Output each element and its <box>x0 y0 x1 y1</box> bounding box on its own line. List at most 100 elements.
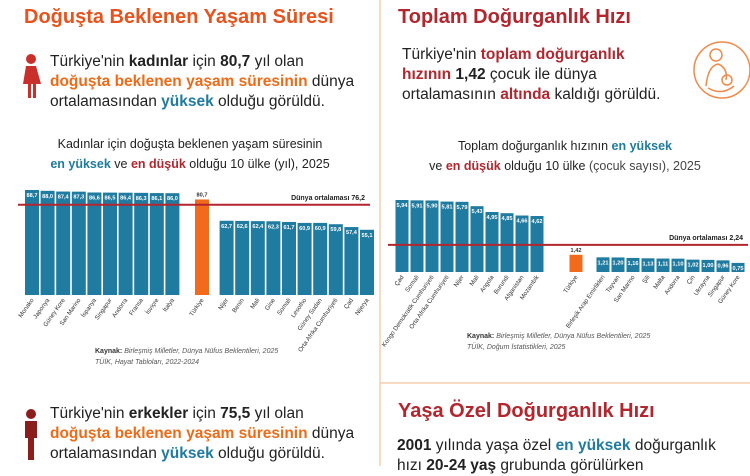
page: 88,7 Monako 88,0 Japonya 87,4 Güney Kore 87,3 S… <box>17 0 750 474</box>
text-segment: Toplam doğurganlık hızının <box>457 139 612 153</box>
source: Kaynak: Birleşmiş Milletler, Dünya Nüfus… <box>95 346 278 368</box>
text-line: Türkiye'nin erkekler için 75,5 yıl olan <box>50 404 354 424</box>
text-segment: erkekler <box>128 405 189 422</box>
bar <box>149 193 164 295</box>
source: Kaynak: Birleşmiş Milletler, Dünya Nüfus… <box>467 331 650 353</box>
bar <box>344 227 359 295</box>
category-label: Mali <box>468 274 480 287</box>
text-segment: (çocuk sayısı), 2025 <box>588 159 701 173</box>
bar <box>716 260 730 272</box>
text-segment: ortalamasının <box>402 86 501 103</box>
value-label: 62,7 <box>221 224 232 230</box>
bar <box>360 229 374 295</box>
category-label: Şili <box>641 274 651 285</box>
bar <box>235 220 250 295</box>
bar <box>641 258 655 272</box>
value-label: 4,66 <box>517 219 528 225</box>
source-text: Birleşmiş Milletler, Dünya Nüfus Beklent… <box>124 348 279 355</box>
text-segment: Türkiye'nin <box>50 405 129 422</box>
bar <box>40 190 55 295</box>
source-line: TÜİK, Doğum İstatistikleri, 2025 <box>467 342 650 353</box>
text-segment: doğuşta beklenen yaşam süresinin <box>50 425 308 442</box>
text-segment: olduğu görüldü. <box>213 445 325 462</box>
source-label: Kaynak: <box>95 348 123 355</box>
value-label: 62,3 <box>268 224 279 230</box>
text-segment: dünya <box>307 425 355 442</box>
text-segment: en yüksek <box>50 157 111 171</box>
bar <box>656 258 670 272</box>
woman-icon <box>23 54 41 98</box>
bar <box>470 206 484 272</box>
value-label: 5,43 <box>472 209 483 215</box>
value-label: 1,21 <box>598 260 609 266</box>
text-segment: 80,7 <box>220 53 251 70</box>
category-label: Nijer <box>453 274 466 288</box>
text-line: ortalamasından yüksek olduğu görüldü. <box>50 92 354 112</box>
text-segment: hızının <box>402 66 452 83</box>
paragraph: Türkiye'nin toplam doğurganlık hızının 1,… <box>402 45 660 105</box>
bar <box>250 221 265 295</box>
value-label: 1,02 <box>688 263 699 269</box>
bar <box>297 222 312 295</box>
value-label: 1,13 <box>643 261 654 267</box>
man-icon <box>25 409 37 460</box>
text-line: doğuşta beklenen yaşam süresinin dünya <box>50 72 354 92</box>
text-segment: toplam doğurganlık <box>480 46 625 63</box>
text-segment: doğuşta beklenen yaşam süresinin <box>50 73 308 90</box>
bar <box>671 258 685 272</box>
value-label: 5,79 <box>457 205 468 211</box>
bar <box>596 257 610 272</box>
value-label: 60,9 <box>315 226 326 232</box>
value-label: 87,3 <box>73 195 84 201</box>
value-label: 86,1 <box>151 196 162 202</box>
value-label: 86,6 <box>89 195 100 201</box>
bar <box>686 259 700 272</box>
section-title: Yaşa Özel Doğurganlık Hızı <box>398 400 655 422</box>
text-segment: en düşük <box>130 157 186 171</box>
text-segment: kaldığı görüldü. <box>550 86 661 103</box>
text-line: ortalamasının altında kaldığı görüldü. <box>402 85 660 105</box>
text-segment: doğurganlık <box>630 437 716 454</box>
value-label: 88,0 <box>42 194 53 200</box>
bar <box>440 201 454 272</box>
value-label: 86,0 <box>167 196 178 202</box>
value-label: 87,4 <box>58 195 70 201</box>
value-label: 0,96 <box>718 263 729 269</box>
text-segment: Kadınlar için doğuşta beklenen yaşam sür… <box>57 137 323 151</box>
category-label: Çad <box>343 297 356 311</box>
value-label: 5,94 <box>397 203 409 209</box>
text-line: hızının 1,42 çocuk ile dünya <box>402 65 660 85</box>
bar <box>282 221 296 295</box>
text-line: ve en düşük olduğu 10 ülke (çocuk sayısı… <box>395 156 735 176</box>
text-line: Kadınlar için doğuşta beklenen yaşam sür… <box>20 134 360 154</box>
category-label: Gine <box>264 297 278 312</box>
bar <box>87 192 102 295</box>
text-segment: en yüksek <box>611 139 673 153</box>
value-label: 4,85 <box>502 216 513 222</box>
text-segment: için <box>188 53 221 70</box>
reference-label: Dünya ortalaması 2,24 <box>669 235 743 242</box>
bar <box>328 224 343 295</box>
value-label: 1,16 <box>628 261 639 267</box>
value-label: 61,7 <box>284 225 295 231</box>
category-label: Andorra <box>111 297 130 320</box>
category-label: Andorra <box>663 274 682 297</box>
text-segment: kadınlar <box>128 53 189 70</box>
value-label: 1,00 <box>703 263 714 269</box>
category-label: Türkiye <box>562 274 580 295</box>
bar <box>425 200 439 272</box>
bar <box>626 257 640 272</box>
text-line: ortalamasından yüksek olduğu görüldü. <box>50 444 354 464</box>
text-segment: yıl olan <box>250 405 304 422</box>
text-line: doğuşta beklenen yaşam süresinin dünya <box>50 424 354 444</box>
value-label: 62,4 <box>252 224 264 230</box>
source-label: Kaynak: <box>467 333 495 340</box>
text-segment: olduğu 10 ülke <box>500 159 589 173</box>
source-text: TÜİK, Doğum İstatistikleri, 2025 <box>467 344 566 351</box>
value-label: 62,6 <box>237 224 248 230</box>
bar <box>134 192 149 295</box>
text-segment: altında <box>500 86 551 103</box>
bar <box>701 259 715 272</box>
bar <box>410 200 424 272</box>
bar <box>25 190 39 295</box>
